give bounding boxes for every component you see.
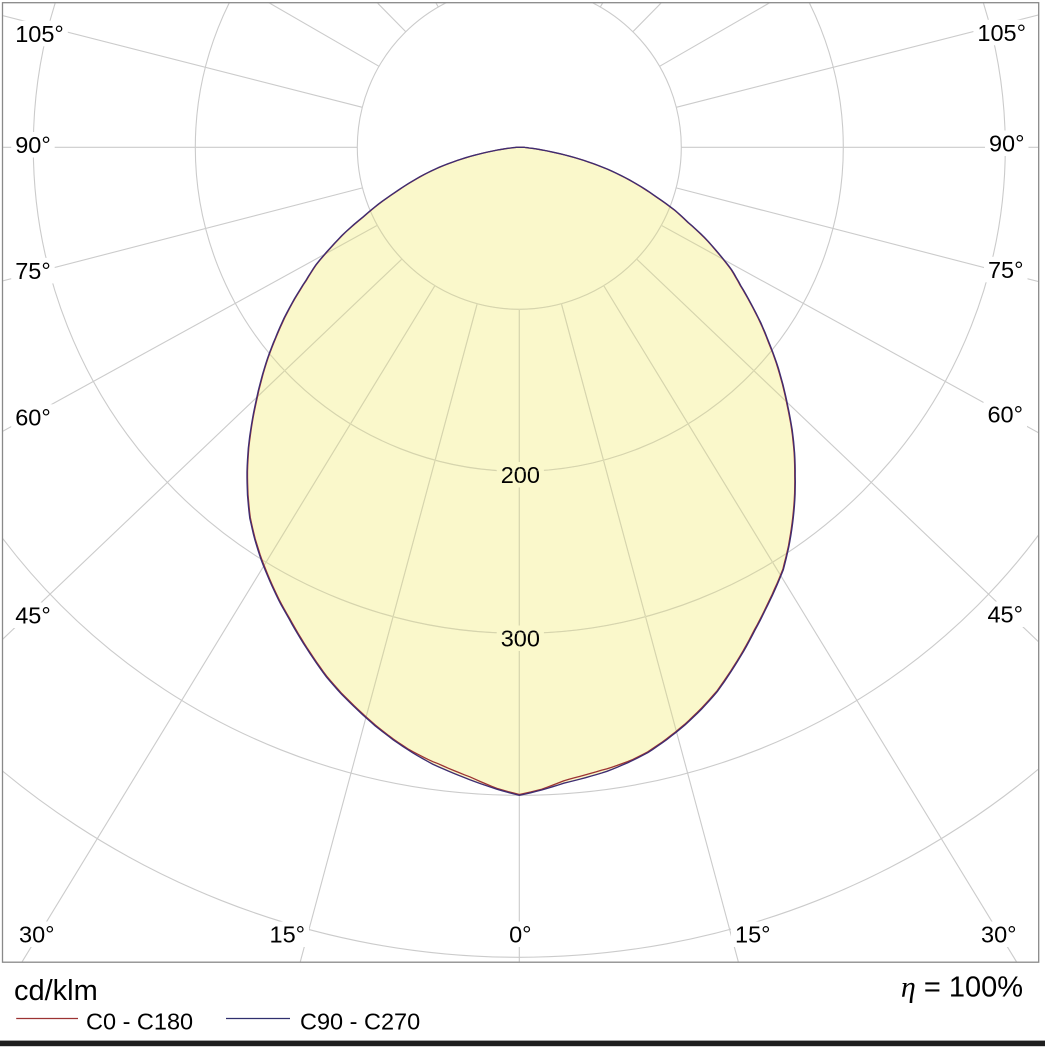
- svg-text:105°: 105°: [15, 21, 64, 47]
- svg-text:75°: 75°: [988, 257, 1024, 283]
- svg-text:60°: 60°: [15, 404, 51, 430]
- svg-text:75°: 75°: [15, 258, 51, 284]
- svg-text:C0 - C180: C0 - C180: [86, 1009, 193, 1035]
- svg-text:cd/klm: cd/klm: [14, 975, 98, 1007]
- svg-text:105°: 105°: [977, 20, 1026, 46]
- svg-text:η = 100%: η = 100%: [901, 971, 1023, 1004]
- svg-text:15°: 15°: [270, 922, 306, 948]
- svg-text:30°: 30°: [981, 922, 1017, 948]
- svg-text:45°: 45°: [15, 603, 51, 629]
- svg-text:90°: 90°: [989, 131, 1025, 157]
- svg-text:0°: 0°: [509, 922, 531, 948]
- svg-text:30°: 30°: [19, 922, 55, 948]
- svg-text:90°: 90°: [15, 132, 51, 158]
- svg-text:60°: 60°: [987, 402, 1023, 428]
- svg-text:15°: 15°: [735, 922, 771, 948]
- svg-text:45°: 45°: [987, 602, 1023, 628]
- svg-text:C90 - C270: C90 - C270: [300, 1009, 420, 1035]
